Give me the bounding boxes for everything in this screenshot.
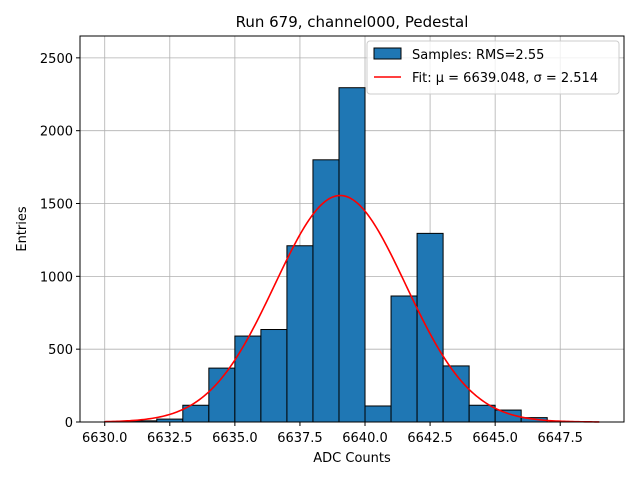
y-tick-label-0: 0 [65, 416, 73, 431]
histogram-bar-7 [286, 245, 314, 423]
x-tick-label-4: 6640.0 [342, 431, 388, 446]
legend-box [366, 40, 620, 95]
fit-curve-group [104, 194, 600, 423]
histogram-bar-14 [468, 404, 496, 423]
x-tick-label-2: 6635.0 [212, 431, 258, 446]
legend-swatch-samples [373, 47, 402, 60]
x-tick-label-5: 6642.5 [407, 431, 453, 446]
x-tick-label-3: 6637.5 [277, 431, 323, 446]
y-tick-label-3: 1500 [40, 198, 73, 213]
histogram-bar-6 [260, 329, 288, 423]
x-axis-label: ADC Counts [313, 451, 391, 466]
legend: Samples: RMS=2.55 Fit: μ = 6639.048, σ =… [366, 40, 620, 95]
histogram-bar-8 [312, 159, 340, 423]
gaussian-fit-curve [104, 194, 600, 423]
x-tick-label-0: 6630.0 [82, 431, 128, 446]
x-tick-label-7: 6647.5 [537, 431, 583, 446]
y-tick-label-4: 2000 [40, 125, 73, 140]
y-tick-label-5: 2500 [40, 52, 73, 67]
y-axis-ticks: 0 500 1000 1500 2000 2500 [40, 52, 80, 431]
chart-title: Run 679, channel000, Pedestal [236, 13, 469, 31]
histogram-bar-11 [390, 295, 418, 423]
histogram-bar-9 [338, 87, 366, 423]
x-tick-label-6: 6645.0 [472, 431, 518, 446]
histogram-bar-5 [234, 335, 262, 423]
histogram-bar-4 [208, 367, 236, 423]
y-tick-label-2: 1000 [40, 270, 73, 285]
y-axis-label: Entries [15, 206, 30, 252]
y-tick-label-1: 500 [48, 343, 73, 358]
plot-frame [79, 35, 625, 423]
x-axis-ticks: 6630.0 6632.5 6635.0 6637.5 6640.0 6642.5 6645… [82, 422, 583, 446]
x-tick-label-1: 6632.5 [147, 431, 193, 446]
histogram-bar-12 [416, 232, 444, 423]
legend-label-samples: Samples: RMS=2.55 [412, 48, 544, 63]
histogram-bars [104, 87, 548, 423]
histogram-bar-10 [364, 405, 392, 423]
legend-label-fit: Fit: μ = 6639.048, σ = 2.514 [412, 71, 598, 86]
